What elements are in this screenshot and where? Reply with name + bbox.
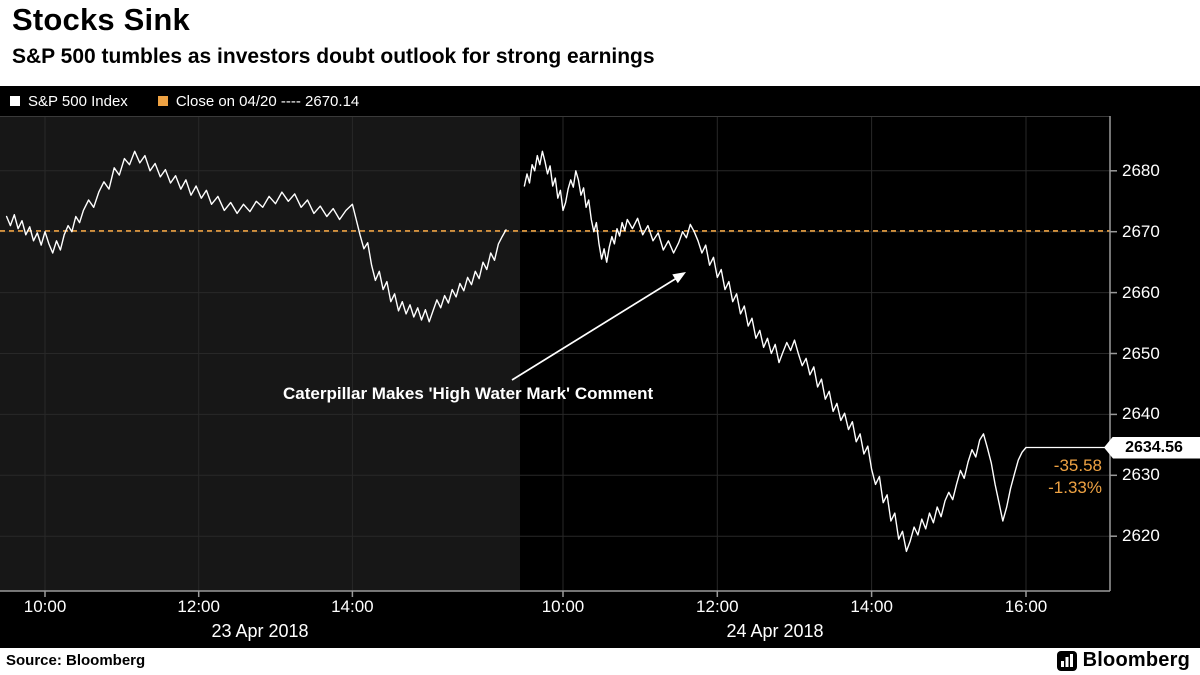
y-axis-tick-label: 2630	[1122, 465, 1160, 485]
series-marker-icon	[10, 96, 20, 106]
x-axis-tick-label: 14:00	[850, 597, 893, 616]
footer: Source: Bloomberg Bloomberg	[0, 648, 1200, 675]
y-axis-tick-label: 2650	[1122, 343, 1160, 363]
annotation-label: Caterpillar Makes 'High Water Mark' Comm…	[283, 384, 654, 403]
date-label: 24 Apr 2018	[726, 621, 824, 641]
legend: S&P 500 Index Close on 04/20 ---- 2670.1…	[0, 86, 1200, 116]
x-axis-tick-label: 14:00	[331, 597, 374, 616]
last-price-label: 2634.56	[1104, 436, 1200, 459]
legend-item-close: Close on 04/20 ---- 2670.14	[157, 92, 360, 110]
y-axis-tick-label: 2620	[1122, 526, 1160, 546]
price-line-day1	[5, 150, 507, 323]
pct-change-label: -1.33%	[1048, 477, 1102, 497]
legend-close-label: Close on 04/20 ---- 2670.14	[175, 92, 360, 110]
legend-series-label: S&P 500 Index	[28, 92, 128, 110]
x-axis-tick-label: 10:00	[541, 597, 585, 616]
net-change-label: -35.58	[1053, 455, 1102, 475]
page-subtitle: S&P 500 tumbles as investors doubt outlo…	[12, 45, 655, 68]
bloomberg-logo-text: Bloomberg	[1082, 649, 1190, 671]
x-axis-tick-label: 10:00	[23, 597, 67, 616]
page-title: Stocks Sink	[12, 2, 190, 37]
annotation-arrowhead-icon	[672, 272, 686, 284]
bloomberg-logo-icon	[1056, 650, 1077, 671]
x-axis-tick-label: 16:00	[1004, 597, 1048, 616]
y-axis-tick-label: 2680	[1122, 160, 1160, 180]
y-axis-tick-label: 2660	[1122, 282, 1160, 302]
legend-item-index: S&P 500 Index	[10, 93, 128, 110]
y-axis-tick-label: 2640	[1122, 404, 1160, 424]
source-label: Source: Bloomberg	[6, 652, 146, 669]
x-axis-tick-label: 12:00	[177, 597, 220, 616]
y-axis-tick-label: 2670	[1122, 221, 1160, 241]
chart-area: Caterpillar Makes 'High Water Mark' Comm…	[0, 116, 1200, 648]
price-line-day2	[523, 150, 1027, 553]
bloomberg-logo: Bloomberg	[1056, 649, 1190, 672]
annotation-arrow-line	[511, 277, 677, 381]
price-chart	[0, 116, 1117, 597]
close-marker-icon	[157, 96, 168, 106]
date-label: 23 Apr 2018	[211, 621, 309, 641]
x-axis-tick-label: 12:00	[696, 597, 739, 616]
